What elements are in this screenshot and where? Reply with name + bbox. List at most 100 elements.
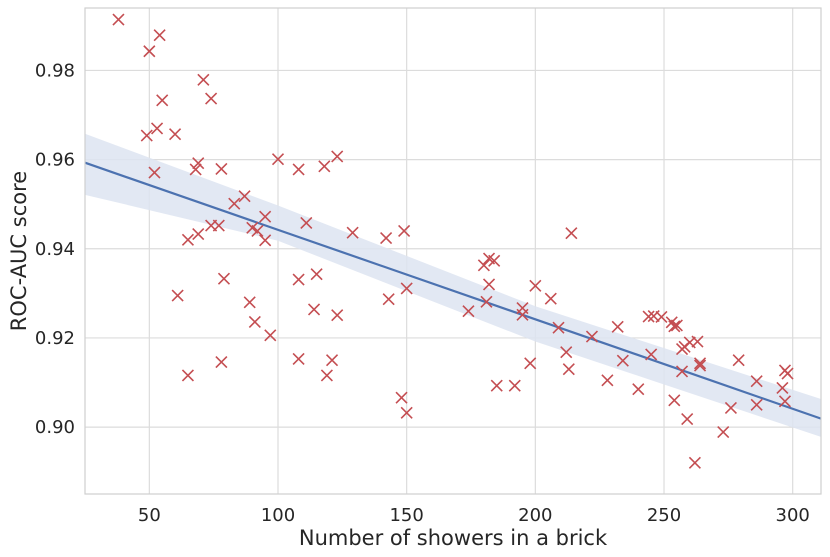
data-point (691, 335, 704, 348)
data-point (529, 279, 542, 292)
data-point (380, 232, 393, 245)
data-point (292, 352, 305, 365)
data-point (477, 259, 490, 272)
y-tick-label: 0.96 (35, 150, 75, 171)
data-point (215, 162, 228, 176)
data-point (264, 329, 277, 342)
data-point (490, 379, 503, 392)
data-point (482, 278, 496, 291)
data-point (292, 273, 305, 286)
data-point (750, 375, 763, 388)
x-tick-label: 300 (776, 505, 810, 526)
data-point (382, 293, 395, 306)
data-point (668, 394, 681, 407)
data-point (400, 406, 413, 419)
data-point (668, 320, 681, 333)
data-point (197, 73, 210, 86)
data-point (318, 160, 331, 173)
data-point (601, 374, 614, 387)
data-point (189, 163, 202, 176)
data-point (632, 383, 645, 396)
x-tick-label: 150 (389, 505, 423, 526)
data-point (675, 365, 689, 378)
y-tick-label: 0.98 (35, 60, 75, 81)
data-point (560, 346, 573, 359)
y-axis-label: ROC-AUC score (7, 171, 31, 331)
data-point (508, 379, 521, 392)
data-point (544, 292, 557, 305)
data-point (552, 321, 565, 334)
data-point (192, 157, 205, 170)
data-point (320, 369, 333, 382)
y-tick-label: 0.94 (35, 239, 75, 260)
data-point (693, 357, 707, 370)
data-point (217, 272, 231, 285)
x-tick-label: 250 (647, 505, 681, 526)
data-point (670, 319, 683, 332)
data-point (642, 310, 655, 323)
data-point (616, 354, 629, 367)
y-tick-label: 0.92 (35, 328, 75, 349)
data-point (655, 310, 668, 324)
data-point (750, 398, 763, 411)
tick-labels: 50 100 150 200 250 300 0.90 0.92 0.94 0.96 0.98 (35, 60, 810, 526)
data-point (688, 456, 701, 469)
data-point (228, 197, 241, 210)
data-point (462, 305, 475, 318)
grid (85, 8, 821, 494)
data-point (150, 122, 164, 135)
data-point (148, 166, 161, 179)
data-point (153, 29, 166, 42)
data-point (346, 226, 359, 239)
data-point (259, 210, 272, 223)
data-point (171, 289, 184, 302)
data-point (398, 224, 411, 238)
data-point (645, 348, 658, 361)
data-point (732, 354, 745, 367)
data-point (681, 413, 694, 426)
data-point (516, 308, 529, 321)
data-point (271, 153, 285, 166)
data-point (169, 128, 182, 141)
data-point (143, 45, 156, 58)
data-point (331, 309, 344, 322)
regression-line-layer (84, 161, 822, 420)
data-point (243, 296, 256, 309)
confidence-band (85, 133, 821, 437)
data-point (310, 268, 323, 281)
data-point (259, 234, 272, 247)
confidence-band-layer (85, 133, 821, 437)
data-point (181, 233, 195, 246)
data-point (181, 369, 195, 382)
data-point (325, 354, 339, 367)
data-point (331, 150, 344, 163)
plot-frame (84, 7, 822, 495)
data-point (205, 92, 218, 105)
data-point (192, 227, 205, 241)
x-tick-label: 100 (261, 505, 295, 526)
data-point (611, 320, 624, 333)
data-point (488, 254, 501, 267)
data-point (480, 295, 493, 308)
data-points (112, 13, 794, 469)
data-point (215, 355, 228, 369)
data-point (307, 303, 321, 316)
data-point (717, 425, 730, 439)
data-point (140, 129, 153, 142)
data-point (562, 363, 575, 376)
data-point (724, 401, 737, 415)
y-tick-label: 0.90 (35, 417, 75, 438)
data-point (778, 395, 792, 408)
data-point (300, 216, 313, 229)
data-point (400, 282, 413, 295)
data-point (251, 224, 264, 238)
regression-line (84, 161, 822, 420)
data-point (248, 315, 261, 328)
data-point (585, 330, 599, 343)
data-point (524, 357, 537, 370)
x-tick-label: 200 (518, 505, 552, 526)
data-point (156, 94, 169, 107)
data-point (112, 13, 125, 26)
data-point (395, 391, 408, 404)
